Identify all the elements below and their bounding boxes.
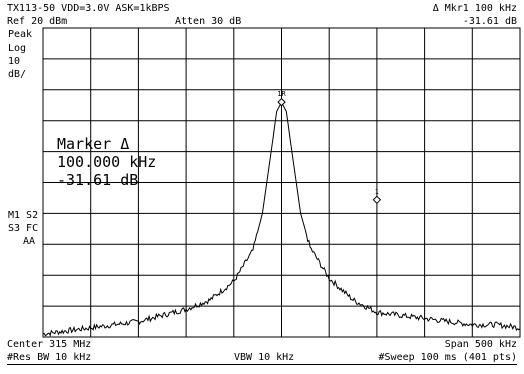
reference-marker-label: 1R [277,90,286,98]
scale-unit: dB/ [8,69,27,80]
footer-underline [7,364,517,365]
trace-modes-3: AA [23,236,36,247]
trace-modes-1: M1 S2 [8,210,39,221]
delta-marker-label: 1 [375,188,379,196]
marker-layer: 1R 1 [277,90,382,205]
device-title: TX113-50 VDD=3.0V ASK=1kBPS [7,3,170,14]
delta-marker-diamond [372,195,382,205]
video-bandwidth: VBW 10 kHz [234,352,295,363]
scale-value: 10 [8,56,21,67]
attenuation: Atten 30 dB [175,16,242,27]
center-frequency: Center 315 MHz [7,339,92,350]
detector-mode: Peak [8,29,33,40]
trace-modes-2: S3 FC [8,223,39,234]
reference-level: Ref 20 dBm [7,16,68,27]
marker-delta-value: -31.61 dB [462,16,517,27]
reference-marker-diamond [277,97,286,107]
marker-readout-frequency: 100.000 kHz [57,153,157,171]
frequency-span: Span 500 kHz [444,339,517,350]
marker-readout-title: Marker Δ [57,135,130,153]
marker-readout-amplitude: -31.61 dB [57,171,139,189]
resolution-bandwidth: #Res BW 10 kHz [7,352,92,363]
plot-grid [42,27,521,338]
scale-type: Log [8,43,27,54]
sweep-time: #Sweep 100 ms (401 pts) [378,352,517,363]
marker-delta-header: Δ Mkr1 100 kHz [432,3,517,14]
